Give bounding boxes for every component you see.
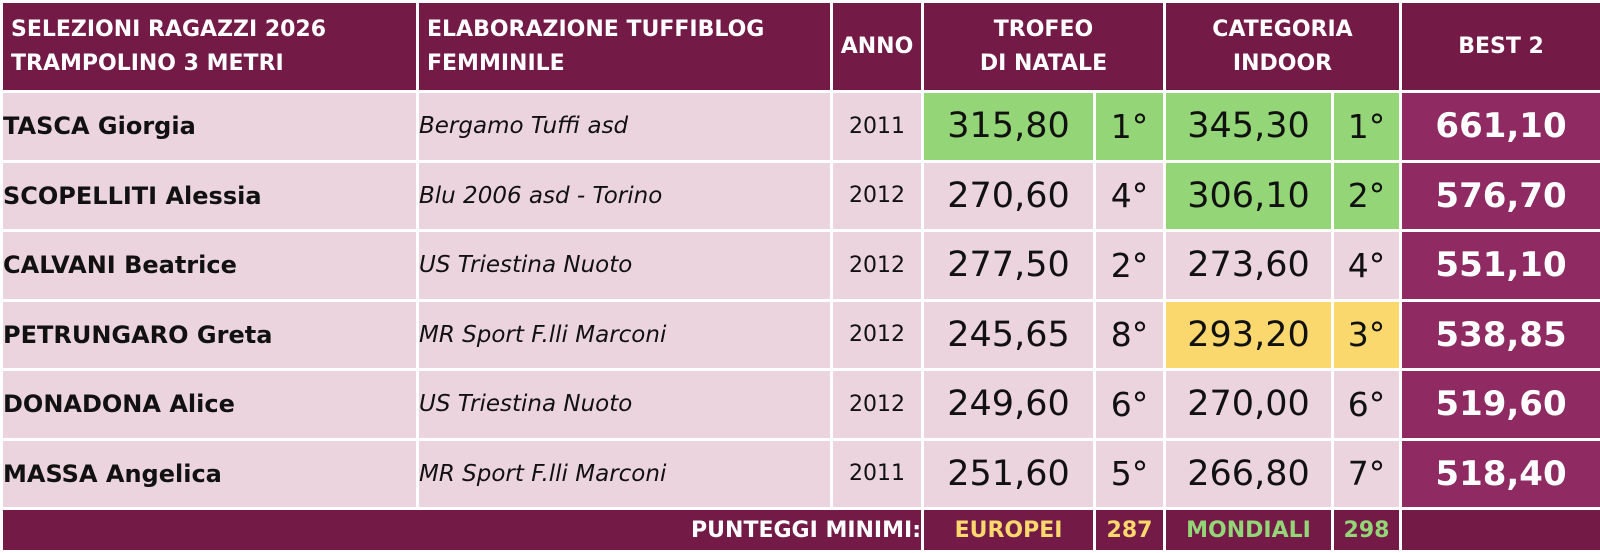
athlete-year: 2012 <box>830 159 924 232</box>
athlete-club: Blu 2006 asd - Torino <box>416 159 833 232</box>
trofeo-score: 270,60 <box>921 159 1096 232</box>
indoor-score: 270,00 <box>1163 368 1334 441</box>
table-row: MASSA Angelica MR Sport F.lli Marconi 20… <box>0 437 1600 510</box>
event2-line-1: CATEGORIA <box>1212 16 1353 42</box>
athlete-year: 2012 <box>830 298 924 371</box>
athlete-name: MASSA Angelica <box>0 437 419 510</box>
indoor-score: 293,20 <box>1163 298 1334 371</box>
trofeo-score: 249,60 <box>921 368 1096 441</box>
table-row: PETRUNGARO Greta MR Sport F.lli Marconi … <box>0 298 1600 371</box>
athlete-club: MR Sport F.lli Marconi <box>416 298 833 371</box>
trofeo-place: 2° <box>1093 229 1166 302</box>
best-score: 518,40 <box>1399 437 1600 510</box>
athlete-name: SCOPELLITI Alessia <box>0 159 419 232</box>
table-row: TASCA Giorgia Bergamo Tuffi asd 2011 315… <box>0 90 1600 163</box>
minimum-scores-label: PUNTEGGI MINIMI: <box>0 507 924 553</box>
indoor-score: 266,80 <box>1163 437 1334 510</box>
trofeo-place: 8° <box>1093 298 1166 371</box>
best-score: 538,85 <box>1399 298 1600 371</box>
athlete-year: 2012 <box>830 368 924 441</box>
athlete-year: 2011 <box>830 90 924 163</box>
indoor-place: 3° <box>1330 298 1403 371</box>
trofeo-place: 6° <box>1093 368 1166 441</box>
indoor-place: 6° <box>1330 368 1403 441</box>
best-header: BEST 2 <box>1399 0 1600 93</box>
indoor-place: 2° <box>1330 159 1403 232</box>
best-score: 551,10 <box>1399 229 1600 302</box>
trofeo-place: 5° <box>1093 437 1166 510</box>
mondiali-value: 298 <box>1330 507 1403 553</box>
best-score: 519,60 <box>1399 368 1600 441</box>
title-header: SELEZIONI RAGAZZI 2026 TRAMPOLINO 3 METR… <box>0 0 419 93</box>
trofeo-score: 245,65 <box>921 298 1096 371</box>
table-row: DONADONA Alice US Triestina Nuoto 2012 2… <box>0 368 1600 441</box>
athlete-club: Bergamo Tuffi asd <box>416 90 833 163</box>
source-header: ELABORAZIONE TUFFIBLOG FEMMINILE <box>416 0 833 93</box>
trofeo-score: 315,80 <box>921 90 1096 163</box>
header-row: SELEZIONI RAGAZZI 2026 TRAMPOLINO 3 METR… <box>0 0 1600 93</box>
best-score: 576,70 <box>1399 159 1600 232</box>
event2-header: CATEGORIA INDOOR <box>1162 0 1403 93</box>
year-header: ANNO <box>830 0 924 93</box>
athlete-name: PETRUNGARO Greta <box>0 298 419 371</box>
trofeo-score: 251,60 <box>921 437 1096 510</box>
indoor-score: 345,30 <box>1163 90 1334 163</box>
event1-header: TROFEO DI NATALE <box>921 0 1166 93</box>
minimum-scores-row: PUNTEGGI MINIMI: EUROPEI 287 MONDIALI 29… <box>0 507 1600 553</box>
athlete-club: MR Sport F.lli Marconi <box>416 437 833 510</box>
europei-value: 287 <box>1093 507 1166 553</box>
indoor-place: 1° <box>1330 90 1403 163</box>
indoor-score: 273,60 <box>1163 229 1334 302</box>
footer-empty-cell <box>1399 507 1600 553</box>
title-line-1: SELEZIONI RAGAZZI 2026 <box>11 16 327 42</box>
trofeo-place: 4° <box>1093 159 1166 232</box>
indoor-score: 306,10 <box>1163 159 1334 232</box>
athlete-name: CALVANI Beatrice <box>0 229 419 302</box>
athlete-club: US Triestina Nuoto <box>416 368 833 441</box>
indoor-place: 4° <box>1330 229 1403 302</box>
athlete-name: TASCA Giorgia <box>0 90 419 163</box>
source-line-1: ELABORAZIONE TUFFIBLOG <box>427 16 765 42</box>
trofeo-score: 277,50 <box>921 229 1096 302</box>
table-row: SCOPELLITI Alessia Blu 2006 asd - Torino… <box>0 159 1600 232</box>
athlete-year: 2011 <box>830 437 924 510</box>
mondiali-label: MONDIALI <box>1163 507 1334 553</box>
europei-label: EUROPEI <box>921 507 1096 553</box>
event2-line-2: INDOOR <box>1232 50 1333 76</box>
athlete-name: DONADONA Alice <box>0 368 419 441</box>
source-line-2: FEMMINILE <box>427 50 565 76</box>
event1-line-1: TROFEO <box>993 16 1094 42</box>
indoor-place: 7° <box>1330 437 1403 510</box>
athlete-year: 2012 <box>830 229 924 302</box>
trofeo-place: 1° <box>1093 90 1166 163</box>
best-score: 661,10 <box>1399 90 1600 163</box>
table-row: CALVANI Beatrice US Triestina Nuoto 2012… <box>0 229 1600 302</box>
title-line-2: TRAMPOLINO 3 METRI <box>11 50 284 76</box>
athlete-club: US Triestina Nuoto <box>416 229 833 302</box>
event1-line-2: DI NATALE <box>979 50 1108 76</box>
